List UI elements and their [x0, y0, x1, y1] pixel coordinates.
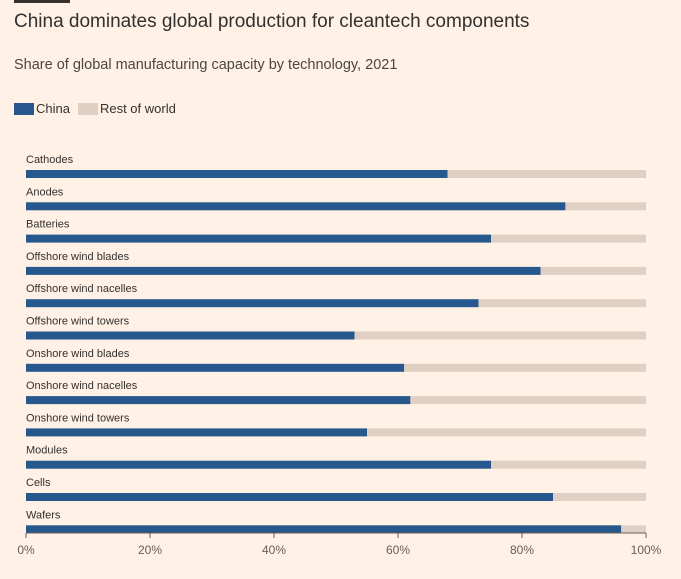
category-label-anodes: Anodes: [26, 186, 64, 198]
bar-rest-of-world-offshore-wind-nacelles: [478, 299, 646, 308]
category-label-batteries: Batteries: [26, 219, 70, 231]
bar-china-offshore-wind-nacelles: [26, 299, 479, 308]
bar-china-onshore-wind-blades: [26, 363, 405, 372]
bar-rest-of-world-modules: [491, 460, 646, 469]
legend: China Rest of world: [14, 101, 184, 116]
category-label-offshore-wind-towers: Offshore wind towers: [26, 316, 130, 328]
category-label-cathodes: Cathodes: [26, 154, 74, 166]
bar-rest-of-world-cells: [553, 493, 646, 501]
bar-china-wafers: [26, 525, 622, 534]
category-label-onshore-wind-towers: Onshore wind towers: [26, 412, 130, 424]
x-tick-label-0: 0%: [17, 543, 35, 557]
bar-china-batteries: [26, 234, 491, 243]
category-label-onshore-wind-blades: Onshore wind blades: [26, 348, 130, 360]
bar-china-anodes: [26, 202, 566, 211]
x-tick-label-80: 80%: [510, 543, 534, 557]
bar-china-onshore-wind-towers: [26, 428, 367, 437]
category-label-cells: Cells: [26, 477, 51, 489]
bar-china-offshore-wind-towers: [26, 331, 355, 340]
bar-rest-of-world-offshore-wind-blades: [540, 266, 646, 275]
chart-subtitle: Share of global manufacturing capacity b…: [14, 57, 398, 73]
legend-item-china: China: [14, 101, 70, 116]
legend-label-rest-of-world: Rest of world: [99, 101, 176, 116]
bar-rest-of-world-batteries: [491, 234, 646, 243]
bar-china-cathodes: [26, 170, 448, 178]
legend-swatch-rest-of-world: [77, 102, 98, 115]
legend-swatch-china: [14, 102, 34, 115]
bar-rest-of-world-offshore-wind-towers: [354, 331, 646, 340]
category-label-wafers: Wafers: [26, 509, 61, 521]
bar-rest-of-world-onshore-wind-nacelles: [410, 396, 646, 405]
category-label-onshore-wind-nacelles: Onshore wind nacelles: [26, 380, 138, 392]
bar-rest-of-world-wafers: [621, 525, 646, 534]
bar-china-modules: [26, 460, 491, 469]
x-tick-label-20: 20%: [138, 543, 162, 557]
x-tick-label-40: 40%: [262, 543, 286, 557]
bar-rest-of-world-anodes: [565, 202, 646, 211]
category-label-offshore-wind-blades: Offshore wind blades: [26, 251, 130, 263]
bar-china-cells: [26, 493, 553, 501]
bar-rest-of-world-cathodes: [447, 170, 646, 178]
top-rule: [14, 0, 70, 3]
bar-china-offshore-wind-blades: [26, 266, 541, 275]
category-label-offshore-wind-nacelles: Offshore wind nacelles: [26, 283, 138, 295]
x-tick-label-100: 100%: [631, 543, 662, 557]
bar-china-onshore-wind-nacelles: [26, 396, 411, 405]
chart-title: China dominates global production for cl…: [14, 11, 530, 32]
legend-item-rest-of-world: Rest of world: [77, 101, 176, 116]
bar-rest-of-world-onshore-wind-blades: [404, 363, 646, 372]
category-label-modules: Modules: [26, 445, 68, 457]
x-tick-label-60: 60%: [386, 543, 410, 557]
legend-label-china: China: [36, 101, 70, 116]
bar-rest-of-world-onshore-wind-towers: [367, 428, 646, 437]
